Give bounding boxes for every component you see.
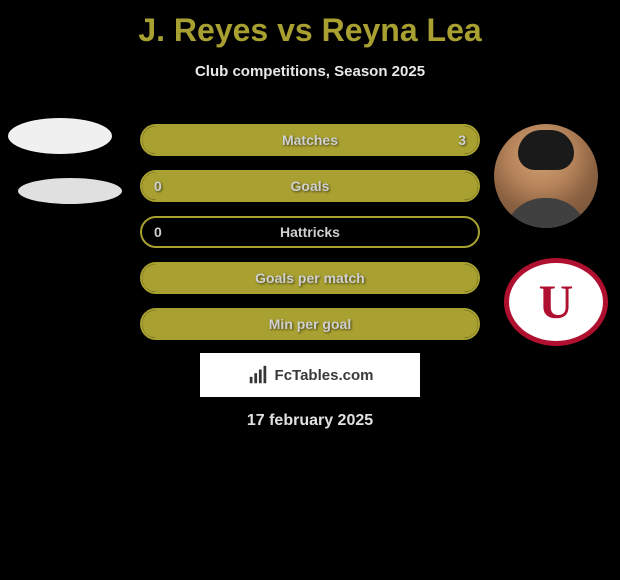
- comparison-subtitle: Club competitions, Season 2025: [0, 63, 620, 80]
- stats-table: Matches 3 0 Goals 0 Hattricks Goals per …: [140, 124, 480, 354]
- club-right-badge: U: [504, 258, 608, 346]
- stat-right-value: 3: [458, 126, 466, 154]
- player-right-avatar: [494, 124, 598, 228]
- brand-text: FcTables.com: [275, 367, 374, 384]
- stat-label: Goals: [142, 172, 478, 200]
- stat-label: Hattricks: [142, 218, 478, 246]
- club-left-badge: [18, 178, 122, 204]
- stat-row: 0 Goals: [140, 170, 480, 202]
- stat-row: Min per goal: [140, 308, 480, 340]
- chart-icon: [247, 364, 269, 386]
- brand-badge: FcTables.com: [200, 353, 420, 397]
- comparison-title: J. Reyes vs Reyna Lea: [0, 0, 620, 49]
- player-left-avatar: [8, 118, 112, 154]
- stat-row: Matches 3: [140, 124, 480, 156]
- comparison-date: 17 february 2025: [0, 412, 620, 430]
- stat-row: 0 Hattricks: [140, 216, 480, 248]
- stat-row: Goals per match: [140, 262, 480, 294]
- stat-label: Matches: [142, 126, 478, 154]
- club-right-initial: U: [539, 275, 574, 330]
- stat-label: Min per goal: [142, 310, 478, 338]
- stat-label: Goals per match: [142, 264, 478, 292]
